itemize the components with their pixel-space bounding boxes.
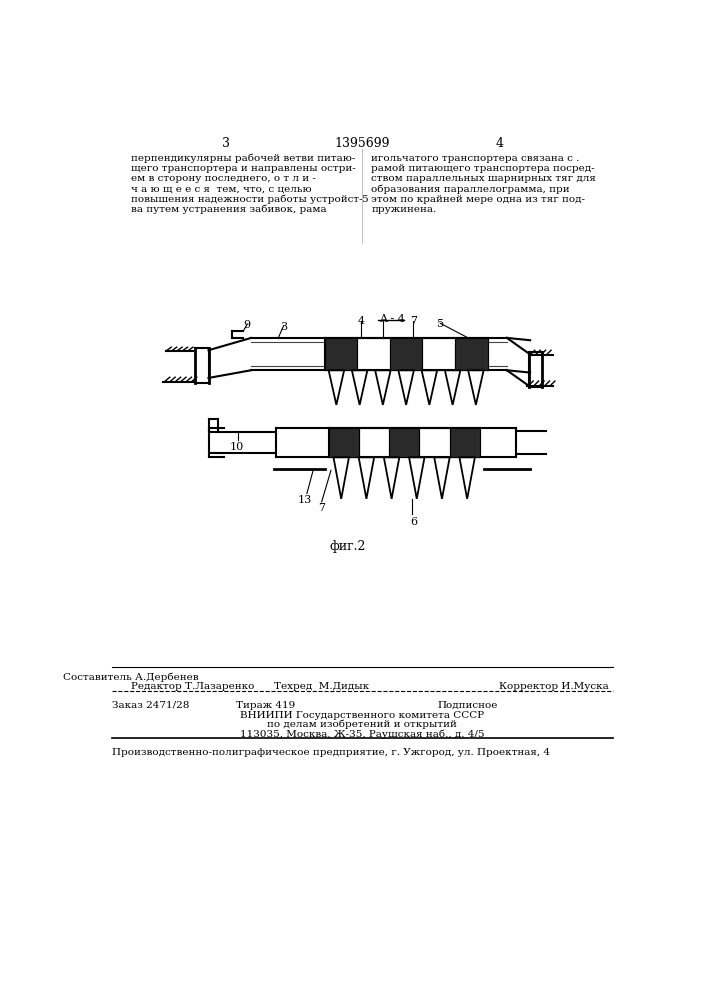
Bar xyxy=(357,338,390,370)
Bar xyxy=(325,338,357,370)
Text: 4: 4 xyxy=(358,316,366,326)
Text: 4: 4 xyxy=(495,137,503,150)
Text: Составитель А.Дербенев: Составитель А.Дербенев xyxy=(63,673,199,682)
Text: ем в сторону последнего, о т л и -: ем в сторону последнего, о т л и - xyxy=(131,174,316,183)
Bar xyxy=(390,338,422,370)
Text: Производственно-полиграфическое предприятие, г. Ужгород, ул. Проектная, 4: Производственно-полиграфическое предприя… xyxy=(112,748,549,757)
Text: A - 4: A - 4 xyxy=(379,314,405,324)
Text: рамой питающего транспортера посред-: рамой питающего транспортера посред- xyxy=(371,164,595,173)
Text: ством параллельных шарнирных тяг для: ством параллельных шарнирных тяг для xyxy=(371,174,596,183)
Text: по делам изобретений и открытий: по делам изобретений и открытий xyxy=(267,720,457,729)
Bar xyxy=(359,428,389,457)
Text: ва путем устранения забивок, рама: ва путем устранения забивок, рама xyxy=(131,205,327,214)
Text: 1395699: 1395699 xyxy=(334,137,390,150)
Bar xyxy=(419,428,450,457)
Text: ВНИИПИ Государственного комитета СССР: ВНИИПИ Государственного комитета СССР xyxy=(240,711,484,720)
Text: щего транспортера и направлены остри-: щего транспортера и направлены остри- xyxy=(131,164,356,173)
Text: Подписное: Подписное xyxy=(437,701,498,710)
Text: 5: 5 xyxy=(437,319,444,329)
Bar xyxy=(455,338,488,370)
Text: 7: 7 xyxy=(410,316,417,326)
Text: Техред  М.Дидык: Техред М.Дидык xyxy=(274,682,370,691)
Text: 7: 7 xyxy=(319,503,325,513)
Text: фиг.2: фиг.2 xyxy=(329,540,366,553)
Text: Тираж 419: Тираж 419 xyxy=(235,701,295,710)
Bar xyxy=(389,428,419,457)
Bar xyxy=(422,338,455,370)
Text: 5: 5 xyxy=(361,195,368,204)
Text: перпендикулярны рабочей ветви питаю-: перпендикулярны рабочей ветви питаю- xyxy=(131,154,356,163)
Text: Корректор И.Муска: Корректор И.Муска xyxy=(499,682,609,691)
Text: 3: 3 xyxy=(281,322,288,332)
Text: 6: 6 xyxy=(410,517,417,527)
Text: повышения надежности работы устройст-: повышения надежности работы устройст- xyxy=(131,195,363,204)
Text: игольчатого транспортера связана с .: игольчатого транспортера связана с . xyxy=(371,154,580,163)
Text: этом по крайней мере одна из тяг под-: этом по крайней мере одна из тяг под- xyxy=(371,195,585,204)
Bar xyxy=(450,428,480,457)
Text: Заказ 2471/28: Заказ 2471/28 xyxy=(112,701,189,710)
Text: 9: 9 xyxy=(243,320,250,330)
Bar xyxy=(329,428,359,457)
Text: ч а ю щ е е с я  тем, что, с целью: ч а ю щ е е с я тем, что, с целью xyxy=(131,184,312,193)
Text: 13: 13 xyxy=(298,495,312,505)
Text: пружинена.: пружинена. xyxy=(371,205,436,214)
Text: Редактор Т.Лазаренко: Редактор Т.Лазаренко xyxy=(131,682,255,691)
Text: 10: 10 xyxy=(230,442,244,452)
Text: 113035, Москва, Ж-35, Раушская наб., д. 4/5: 113035, Москва, Ж-35, Раушская наб., д. … xyxy=(240,729,484,739)
Text: 3: 3 xyxy=(221,137,230,150)
Text: образования параллелограмма, при: образования параллелограмма, при xyxy=(371,184,570,194)
